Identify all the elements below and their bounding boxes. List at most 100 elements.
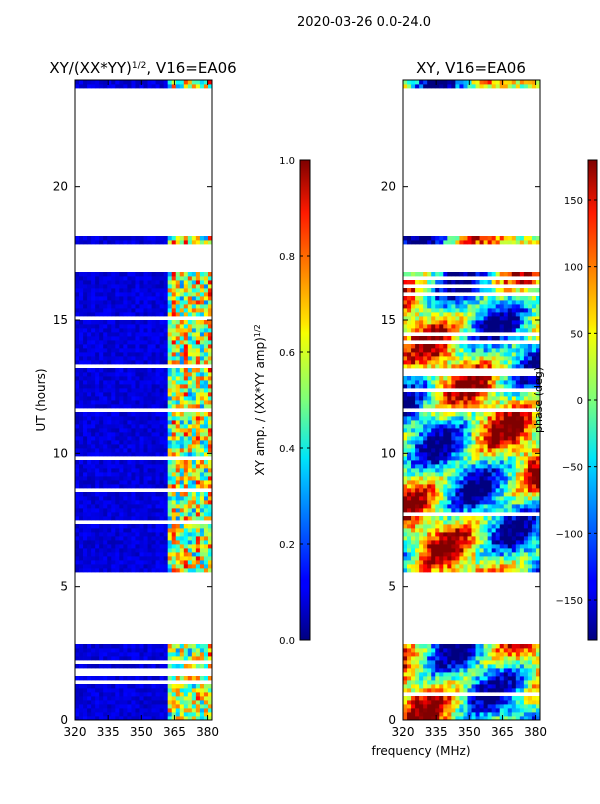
heatmap-cell [447,448,451,452]
heatmap-cell [192,412,196,416]
heatmap-cell [204,352,208,356]
heatmap-cell [423,564,427,568]
heatmap-cell [164,296,168,300]
heatmap-cell [204,500,208,504]
heatmap-cell [148,240,152,244]
heatmap-cell [164,300,168,304]
heatmap-cell [520,564,524,568]
heatmap-cell [492,672,496,676]
heatmap-cell [115,284,119,288]
heatmap-cell [75,712,79,716]
heatmap-cell [439,472,443,476]
heatmap-cell [463,648,467,652]
heatmap-cell [443,664,447,668]
heatmap-cell [196,656,200,660]
heatmap-cell [512,420,516,424]
heatmap-cell [427,668,431,672]
heatmap-cell [524,552,528,556]
heatmap-cell [144,412,148,416]
heatmap-cell [152,344,156,348]
heatmap-cell [455,524,459,528]
heatmap-cell [127,568,131,572]
heatmap-cell [484,708,488,712]
heatmap-cell [111,308,115,312]
heatmap-cell [103,664,107,668]
heatmap-cell [188,84,192,88]
heatmap-cell [168,496,172,500]
heatmap-cell [512,532,516,536]
heatmap-cell [148,708,152,712]
heatmap-cell [407,704,411,708]
heatmap-cell [435,520,439,524]
heatmap-cell [111,664,115,668]
heatmap-cell [484,664,488,668]
heatmap-cell [131,556,135,560]
heatmap-cell [180,412,184,416]
heatmap-cell [91,528,95,532]
heatmap-cell [496,420,500,424]
heatmap-cell [160,460,164,464]
heatmap-cell [524,456,528,460]
heatmap-cell [139,452,143,456]
heatmap-cell [488,552,492,556]
heatmap-cell [184,548,188,552]
heatmap-cell [492,568,496,572]
heatmap-cell [172,652,176,656]
heatmap-cell [75,84,79,88]
heatmap-cell [135,424,139,428]
heatmap-cell [172,272,176,276]
heatmap-cell [152,688,156,692]
heatmap-cell [508,708,512,712]
heatmap-cell [75,536,79,540]
heatmap-cell [443,532,447,536]
heatmap-cell [472,452,476,456]
heatmap-cell [200,424,204,428]
heatmap-cell [496,520,500,524]
heatmap-cell [144,700,148,704]
heatmap-cell [139,376,143,380]
heatmap-cell [83,236,87,240]
heatmap-cell [91,432,95,436]
heatmap-cell [192,480,196,484]
heatmap-cell [496,504,500,508]
heatmap-cell [75,396,79,400]
heatmap-cell [139,312,143,316]
heatmap-cell [168,476,172,480]
heatmap-cell [144,468,148,472]
heatmap-cell [496,412,500,416]
heatmap-cell [508,668,512,672]
heatmap-cell [156,424,160,428]
heatmap-cell [119,312,123,316]
heatmap-cell [407,448,411,452]
heatmap-cell [435,528,439,532]
heatmap-cell [459,432,463,436]
heatmap-cell [532,460,536,464]
heatmap-cell [423,448,427,452]
heatmap-cell [484,456,488,460]
heatmap-cell [160,544,164,548]
heatmap-cell [176,544,180,548]
heatmap-cell [407,472,411,476]
heatmap-cell [139,696,143,700]
heatmap-cell [411,532,415,536]
heatmap-cell [135,512,139,516]
heatmap-cell [192,704,196,708]
heatmap-cell [119,320,123,324]
heatmap-cell [455,484,459,488]
heatmap-cell [180,552,184,556]
heatmap-cell [144,280,148,284]
heatmap-cell [407,536,411,540]
heatmap-cell [508,700,512,704]
heatmap-cell [168,384,172,388]
heatmap-cell [180,416,184,420]
heatmap-cell [524,532,528,536]
heatmap-cell [480,568,484,572]
heatmap-cell [488,528,492,532]
heatmap-cell [480,452,484,456]
heatmap-cell [176,492,180,496]
heatmap-cell [107,392,111,396]
heatmap-cell [172,388,176,392]
heatmap-cell [156,496,160,500]
heatmap-cell [196,348,200,352]
heatmap-cell [83,452,87,456]
